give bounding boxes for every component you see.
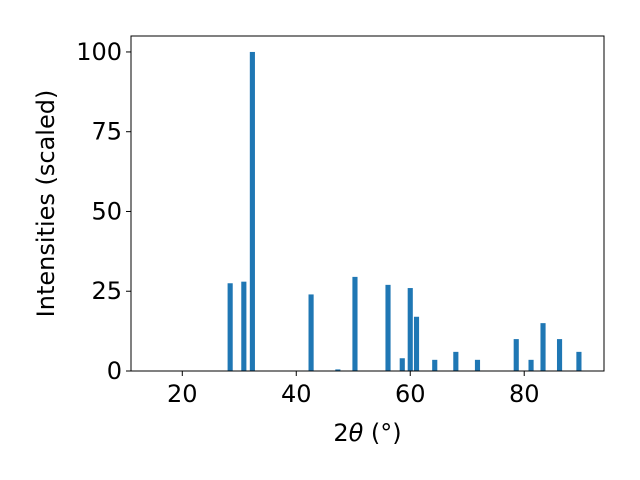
bar [513,339,519,371]
x-axis-label-theta: θ [349,419,364,447]
x-tick-label: 80 [509,380,540,408]
y-axis-label: Intensities (scaled) [32,90,60,318]
bar [540,323,546,371]
bar [352,276,358,371]
bar [399,358,405,371]
x-axis-ticks: 20 40 60 80 [167,371,539,408]
x-axis-label-prefix: 2 [333,419,348,447]
y-tick-label: 75 [91,118,122,146]
bar [335,369,341,371]
bar [227,283,233,371]
bar [432,359,438,371]
bar [528,359,534,371]
bar [308,294,314,371]
bar-series [227,51,582,371]
x-axis-label-unit: (°) [363,419,401,447]
y-tick-label: 100 [76,38,122,66]
x-tick-label: 20 [167,380,198,408]
bar [556,339,563,371]
x-tick-label: 60 [395,380,426,408]
bar [413,316,420,371]
bar [453,351,459,371]
y-tick-label: 50 [91,197,122,225]
plot-frame [130,35,605,372]
bar [407,288,413,371]
bar [474,359,481,371]
x-axis-label: 2θ (°) [333,419,401,447]
bar [249,51,255,371]
bar [241,281,247,371]
y-axis-ticks: 0 25 50 75 100 [76,38,131,385]
bar [576,351,582,371]
y-tick-label: 25 [91,277,122,305]
bar [385,284,391,371]
y-tick-label: 0 [107,357,122,385]
x-tick-label: 40 [281,380,312,408]
